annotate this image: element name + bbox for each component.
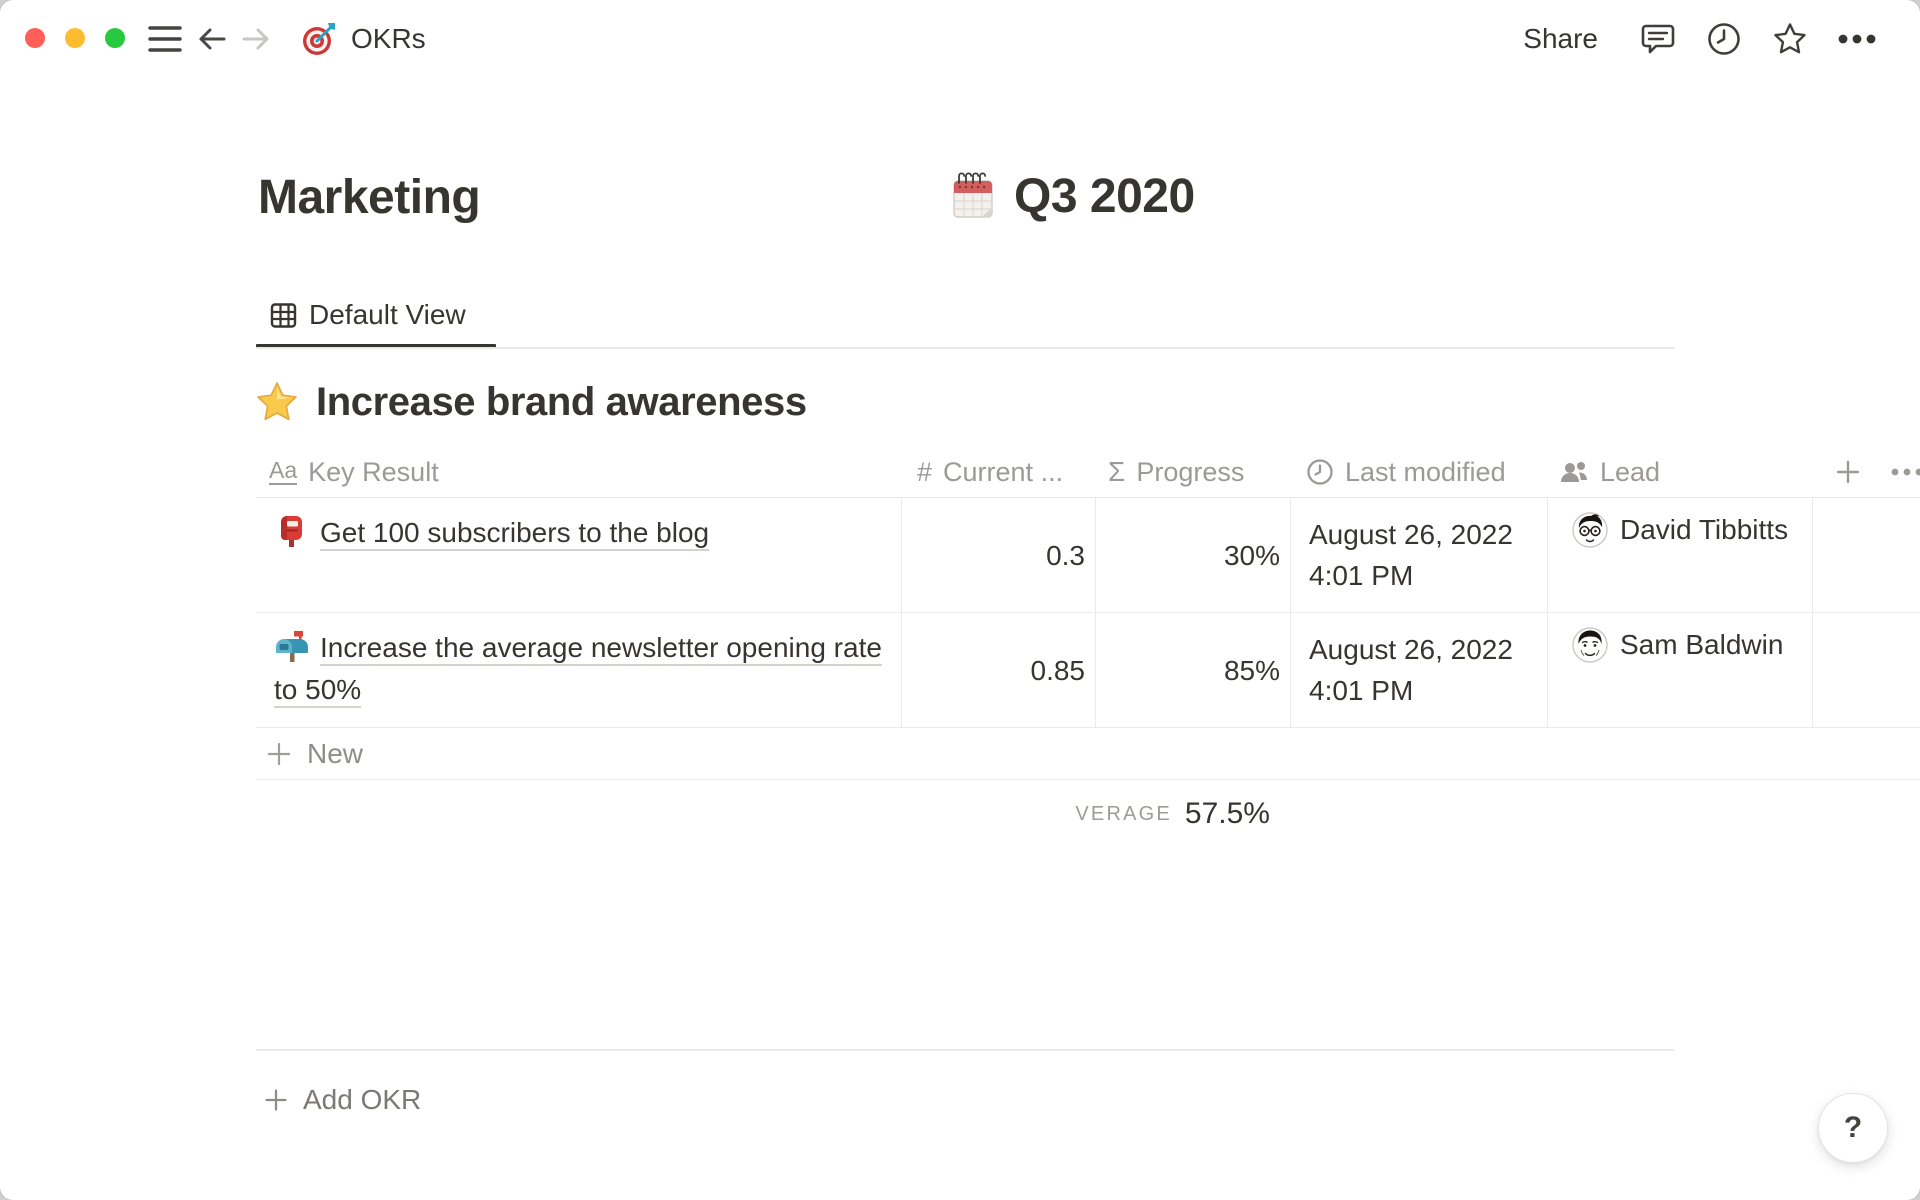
avatar xyxy=(1572,627,1608,663)
sidebar-toggle-icon[interactable] xyxy=(148,24,182,54)
new-row-label: New xyxy=(307,738,364,769)
avatar xyxy=(1572,512,1608,548)
key-result-title[interactable]: Get 100 subscribers to the blog xyxy=(320,517,710,548)
titlebar-actions: Share xyxy=(1523,0,1920,78)
lead-name: Sam Baldwin xyxy=(1620,629,1784,660)
add-column-plus-icon[interactable] xyxy=(1835,459,1861,485)
progress-cell[interactable]: 30% xyxy=(1095,498,1290,613)
breadcrumb[interactable]: OKRs xyxy=(300,20,426,58)
column-header-current[interactable]: # Current ... xyxy=(901,446,1095,498)
column-label: Current ... xyxy=(943,456,1064,487)
section-heading: Increase brand awareness xyxy=(254,376,807,428)
formula-property-icon: Σ xyxy=(1108,456,1126,487)
titlebar: OKRs Share xyxy=(0,0,1920,78)
target-icon xyxy=(300,20,338,58)
period-title: Q3 2020 xyxy=(948,166,1195,226)
last-modified-cell[interactable]: August 26, 2022 4:01 PM xyxy=(1290,613,1547,728)
tab-default-view[interactable]: Default View xyxy=(256,286,480,344)
active-tab-underline xyxy=(256,344,496,348)
help-button[interactable]: ? xyxy=(1818,1093,1888,1163)
favorite-star-icon[interactable] xyxy=(1772,21,1808,57)
close-window-button[interactable] xyxy=(25,28,45,48)
key-result-cell[interactable]: Increase the average newsletter opening … xyxy=(256,613,901,728)
window-controls xyxy=(25,28,125,48)
table-view-icon xyxy=(270,302,297,329)
last-modified-value: August 26, 2022 4:01 PM xyxy=(1309,519,1513,591)
comments-icon[interactable] xyxy=(1640,21,1676,57)
tabbar-divider xyxy=(256,347,1674,349)
okr-table: Aa Key Result # Current ... Σ Progress L… xyxy=(0,446,1920,780)
minimize-window-button[interactable] xyxy=(65,28,85,48)
content-divider xyxy=(256,1049,1674,1051)
tab-label: Default View xyxy=(309,299,466,330)
current-value-cell[interactable]: 0.85 xyxy=(901,613,1095,728)
add-okr-label: Add OKR xyxy=(303,1084,422,1115)
progress-aggregate[interactable]: VERAGE 57.5% xyxy=(901,792,1281,836)
titlebar-nav: OKRs xyxy=(148,0,426,78)
column-label: Key Result xyxy=(308,456,439,487)
back-icon[interactable] xyxy=(198,26,226,52)
star-icon xyxy=(254,379,300,425)
table-row: Get 100 subscribers to the blog 0.3 30% … xyxy=(0,498,1920,613)
lead-name: David Tibbitts xyxy=(1620,514,1789,545)
breadcrumb-page-title: OKRs xyxy=(351,23,426,54)
share-button[interactable]: Share xyxy=(1523,23,1598,54)
table-header-row: Aa Key Result # Current ... Σ Progress L… xyxy=(0,446,1920,498)
section-title: Increase brand awareness xyxy=(316,379,807,424)
column-header-lead[interactable]: Lead xyxy=(1547,446,1813,498)
table-more-ellipsis-icon[interactable] xyxy=(1891,467,1920,477)
forward-icon[interactable] xyxy=(242,26,270,52)
key-result-cell[interactable]: Get 100 subscribers to the blog xyxy=(256,498,901,613)
person-property-icon xyxy=(1559,458,1589,486)
column-header-key-result[interactable]: Aa Key Result xyxy=(256,446,901,498)
postbox-icon xyxy=(281,516,302,547)
last-modified-clock-icon xyxy=(1306,458,1334,486)
current-value-cell[interactable]: 0.3 xyxy=(901,498,1095,613)
updates-clock-icon[interactable] xyxy=(1706,21,1742,57)
lead-cell[interactable]: David Tibbitts xyxy=(1547,498,1813,613)
table-row: Increase the average newsletter opening … xyxy=(0,613,1920,728)
maximize-window-button[interactable] xyxy=(105,28,125,48)
header-extra-controls xyxy=(1813,446,1920,498)
last-modified-value: August 26, 2022 4:01 PM xyxy=(1309,634,1513,706)
lead-cell[interactable]: Sam Baldwin xyxy=(1547,613,1813,728)
aggregate-label: VERAGE xyxy=(1075,802,1172,825)
number-property-icon: # xyxy=(917,456,933,487)
key-result-title[interactable]: Increase the average newsletter opening … xyxy=(274,632,882,705)
add-okr-button[interactable]: Add OKR xyxy=(264,1078,421,1122)
column-label: Lead xyxy=(1600,456,1661,487)
plus-icon xyxy=(267,742,291,766)
view-tabbar: Default View xyxy=(256,286,480,344)
text-property-icon: Aa xyxy=(269,457,298,485)
last-modified-cell[interactable]: August 26, 2022 4:01 PM xyxy=(1290,498,1547,613)
spiral-calendar-icon xyxy=(948,171,998,221)
plus-icon xyxy=(265,1089,287,1111)
more-icon[interactable] xyxy=(1838,33,1876,45)
column-label: Last modified xyxy=(1345,456,1506,487)
period-title-text: Q3 2020 xyxy=(1014,169,1195,223)
column-header-progress[interactable]: Σ Progress xyxy=(1095,446,1290,498)
page-title: Marketing xyxy=(258,171,481,224)
new-row-button[interactable]: New xyxy=(0,728,1920,780)
progress-cell[interactable]: 85% xyxy=(1095,613,1290,728)
mailbox-icon xyxy=(276,631,308,662)
aggregate-value: 57.5% xyxy=(1184,797,1270,830)
column-label: Progress xyxy=(1136,456,1245,487)
column-header-last-modified[interactable]: Last modified xyxy=(1290,446,1547,498)
